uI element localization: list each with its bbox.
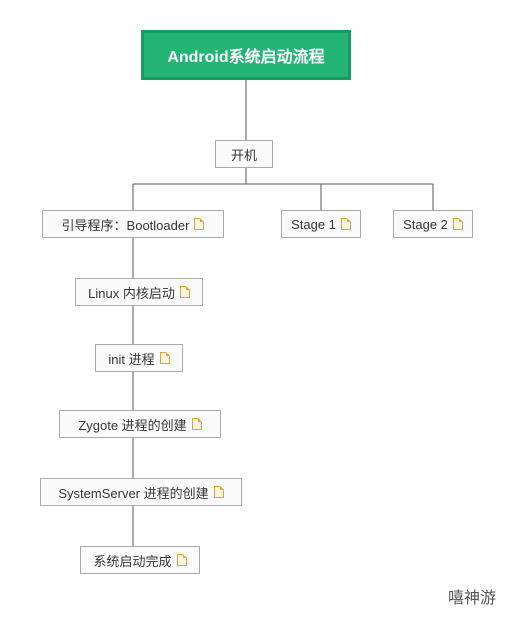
level1-node: 开机 xyxy=(215,140,273,168)
note-icon xyxy=(160,352,170,364)
note-icon xyxy=(214,486,224,498)
note-icon xyxy=(180,286,190,298)
level1-label: 开机 xyxy=(231,145,257,164)
chain-2-label: Zygote 进程的创建 xyxy=(78,415,186,434)
chain-3-label: SystemServer 进程的创建 xyxy=(58,483,208,502)
level2-1-label: Stage 1 xyxy=(291,217,336,232)
chain-0-node: Linux 内核启动 xyxy=(75,278,203,306)
chain-4-node: 系统启动完成 xyxy=(80,546,200,574)
chain-0-label: Linux 内核启动 xyxy=(88,283,175,302)
chain-2-node: Zygote 进程的创建 xyxy=(59,410,221,438)
level2-2-label: Stage 2 xyxy=(403,217,448,232)
level2-2-node: Stage 2 xyxy=(393,210,473,238)
note-icon xyxy=(194,218,204,230)
chain-1-node: init 进程 xyxy=(95,344,183,372)
note-icon xyxy=(177,554,187,566)
level2-0-node: 引导程序：Bootloader xyxy=(42,210,224,238)
level2-1-node: Stage 1 xyxy=(281,210,361,238)
level2-0-label: 引导程序：Bootloader xyxy=(62,215,190,234)
chain-3-node: SystemServer 进程的创建 xyxy=(40,478,242,506)
chain-1-label: init 进程 xyxy=(108,349,154,368)
note-icon xyxy=(341,218,351,230)
chain-4-label: 系统启动完成 xyxy=(93,551,171,570)
root-label: Android系统启动流程 xyxy=(167,43,324,67)
note-icon xyxy=(192,418,202,430)
root-node: Android系统启动流程 xyxy=(141,30,351,80)
note-icon xyxy=(453,218,463,230)
connector-layer xyxy=(0,0,508,618)
watermark: 嘻神游 xyxy=(448,584,496,608)
